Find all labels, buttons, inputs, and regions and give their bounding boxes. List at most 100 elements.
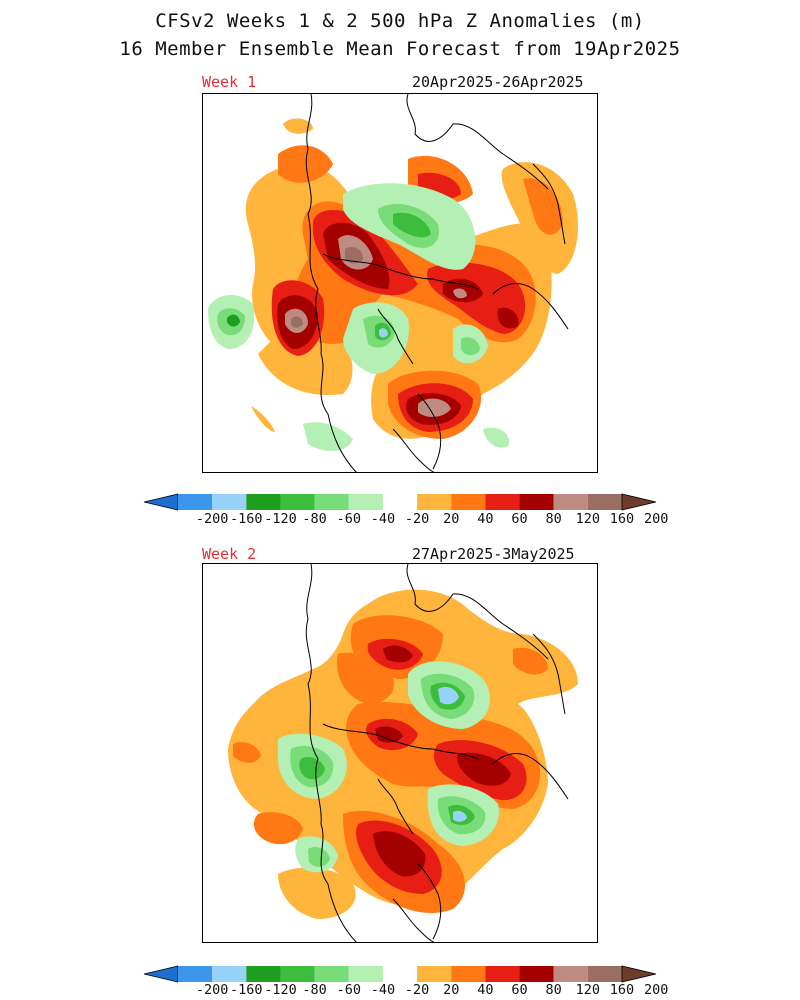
negative-anomaly-region bbox=[227, 314, 240, 327]
colorbar-box bbox=[553, 494, 588, 510]
colorbar-box bbox=[519, 966, 554, 982]
colorbar-tick-label: -120 bbox=[264, 982, 297, 998]
colorbar-box bbox=[314, 494, 349, 510]
positive-anomaly-region bbox=[258, 333, 353, 395]
negative-anomaly-region bbox=[393, 212, 431, 238]
colorbar-tick-label: 160 bbox=[609, 511, 635, 527]
colorbar-tick-label: -120 bbox=[264, 511, 297, 527]
negative-anomaly-region bbox=[453, 810, 467, 822]
negative-anomaly-region bbox=[299, 756, 325, 780]
negative-anomaly-region bbox=[461, 337, 480, 356]
colorbar-box bbox=[246, 494, 281, 510]
colorbar-low-arrow bbox=[143, 493, 179, 511]
colorbar-tick-label: 60 bbox=[511, 982, 528, 998]
negative-anomaly-region bbox=[308, 847, 330, 867]
colorbar-labels-week1: -200 -160 -120 -80 -60 -40 -20 20 40 60 80 120 160 20… bbox=[140, 511, 668, 527]
positive-anomaly-region bbox=[373, 831, 426, 877]
colorbar-tick-label: -200 bbox=[195, 982, 229, 998]
colorbar-tick-label: 20 bbox=[443, 982, 460, 998]
colorbar-tick-label: -40 bbox=[370, 982, 396, 998]
positive-anomaly-region bbox=[337, 652, 394, 704]
week2-date-range: 27Apr2025-3May2025 bbox=[412, 545, 575, 563]
title-line-1: CFSv2 Weeks 1 & 2 500 hPa Z Anomalies (m… bbox=[155, 10, 645, 32]
colorbar-box bbox=[451, 494, 486, 510]
colorbar-tick-label: 20 bbox=[443, 511, 460, 527]
positive-anomaly-region bbox=[251, 406, 275, 432]
colorbar-tick-label: -20 bbox=[404, 511, 430, 527]
colorbar-labels-week2: -200 -160 -120 -80 -60 -40 -20 20 40 60 80 120 160 20… bbox=[140, 982, 668, 998]
week2-label: Week 2 bbox=[202, 545, 257, 563]
colorbar-high-arrow bbox=[621, 965, 657, 983]
colorbar-tick-label: -160 bbox=[230, 511, 263, 527]
positive-anomaly-region bbox=[383, 645, 413, 663]
colorbar-box bbox=[485, 494, 520, 510]
colorbar-box bbox=[212, 494, 247, 510]
colorbar-boxes bbox=[178, 966, 622, 982]
colorbar-box bbox=[280, 494, 315, 510]
colorbar-tick-label: 120 bbox=[575, 982, 601, 998]
colorbar-tick-label: -60 bbox=[336, 511, 361, 527]
colorbar-boxes bbox=[178, 494, 622, 510]
positive-anomaly-region bbox=[283, 118, 313, 134]
colorbar-box bbox=[485, 966, 520, 982]
positive-anomaly-region bbox=[497, 307, 519, 329]
colorbar-box bbox=[314, 966, 349, 982]
colorbar-tick-label: 200 bbox=[643, 511, 669, 527]
colorbar-tick-label: 80 bbox=[545, 511, 562, 527]
title-line-2: 16 Member Ensemble Mean Forecast from 19… bbox=[119, 38, 681, 60]
colorbar-box bbox=[519, 494, 554, 510]
colorbar-box bbox=[348, 966, 383, 982]
colorbar-box bbox=[382, 494, 418, 510]
coastlines bbox=[305, 564, 569, 942]
colorbar-tick-label: 40 bbox=[477, 511, 494, 527]
colorbar-box bbox=[553, 966, 588, 982]
positive-anomaly-region bbox=[523, 178, 563, 235]
colorbar-box bbox=[178, 966, 213, 982]
colorbar-week2 bbox=[143, 965, 657, 983]
positive-anomaly-region bbox=[233, 742, 261, 763]
colorbar-tick-label: -200 bbox=[195, 511, 229, 527]
colorbar-tick-label: 60 bbox=[511, 511, 528, 527]
week2-map bbox=[202, 563, 598, 943]
colorbar-tick-label: -60 bbox=[336, 982, 361, 998]
colorbar-box bbox=[417, 494, 452, 510]
colorbar-box bbox=[417, 966, 452, 982]
colorbar-box bbox=[348, 494, 383, 510]
negative-anomaly-region bbox=[438, 686, 459, 705]
positive-anomaly-region bbox=[291, 316, 303, 328]
coastlines bbox=[305, 94, 569, 472]
colorbar-tick-label: -160 bbox=[230, 982, 263, 998]
colorbar-box bbox=[382, 966, 418, 982]
colorbar-box bbox=[587, 494, 622, 510]
negative-anomaly-region bbox=[379, 328, 388, 338]
positive-anomaly-region bbox=[453, 288, 467, 299]
colorbar-low-arrow bbox=[143, 965, 179, 983]
positive-anomaly-region bbox=[345, 247, 363, 264]
week1-map bbox=[202, 93, 598, 473]
colorbar-tick-label: -40 bbox=[370, 511, 396, 527]
week1-label: Week 1 bbox=[202, 73, 257, 91]
positive-anomaly-region bbox=[278, 867, 356, 919]
colorbar-box bbox=[212, 966, 247, 982]
positive-anomaly-region bbox=[513, 647, 548, 675]
colorbar-box bbox=[451, 966, 486, 982]
colorbar-tick-label: -20 bbox=[404, 982, 430, 998]
colorbar-box bbox=[280, 966, 315, 982]
colorbar-tick-label: 40 bbox=[477, 982, 494, 998]
colorbar-tick-label: 80 bbox=[545, 982, 562, 998]
positive-anomaly-region bbox=[375, 726, 403, 743]
positive-anomaly-region bbox=[457, 752, 511, 786]
colorbar-box bbox=[178, 494, 213, 510]
colorbar-tick-label: -80 bbox=[302, 511, 327, 527]
colorbar-tick-label: 120 bbox=[575, 511, 601, 527]
week1-date-range: 20Apr2025-26Apr2025 bbox=[412, 73, 584, 91]
colorbar-tick-label: 160 bbox=[609, 982, 635, 998]
colorbar-week1 bbox=[143, 493, 657, 511]
negative-anomaly-region bbox=[483, 427, 509, 448]
colorbar-box bbox=[587, 966, 622, 982]
colorbar-high-arrow bbox=[621, 493, 657, 511]
positive-anomaly-region bbox=[253, 812, 303, 845]
colorbar-tick-label: -80 bbox=[302, 982, 327, 998]
colorbar-tick-label: 200 bbox=[643, 982, 669, 998]
positive-anomaly-region bbox=[278, 145, 333, 183]
